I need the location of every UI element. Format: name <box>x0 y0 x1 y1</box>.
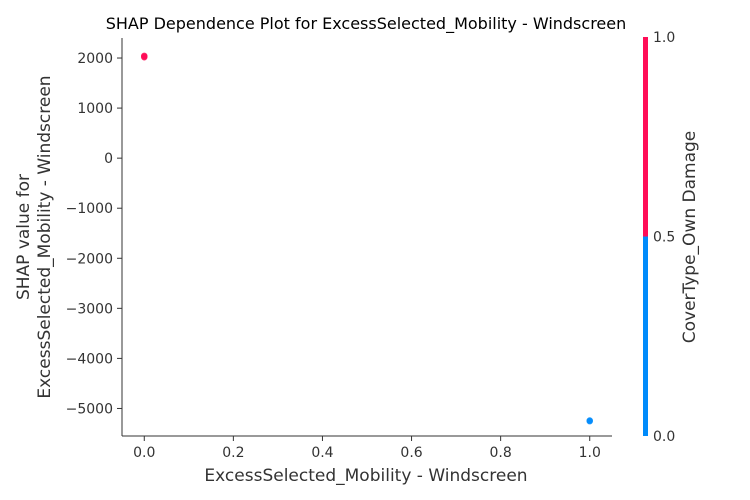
x-tick-label: 1.0 <box>579 445 601 461</box>
y-tick-label: −4000 <box>66 351 113 367</box>
scatter-point <box>586 418 593 425</box>
chart-title: SHAP Dependence Plot for ExcessSelected_… <box>106 14 627 34</box>
y-tick-label: 0 <box>104 151 113 167</box>
y-axis-label-line-1: SHAP value for <box>14 174 34 300</box>
y-tick-label: −5000 <box>66 401 113 417</box>
x-tick-label: 0.4 <box>311 445 333 461</box>
y-tick-label: 1000 <box>77 101 113 117</box>
y-tick-label: −3000 <box>66 301 113 317</box>
x-axis-label: ExcessSelected_Mobility - Windscreen <box>204 466 527 486</box>
colorbar-tick-label: 0.0 <box>653 429 675 445</box>
colorbar-high-segment <box>643 37 648 237</box>
colorbar-label: CoverType_Own Damage <box>680 131 700 344</box>
colorbar: 1.0 0.5 0.0 <box>643 30 675 445</box>
y-axis-label-line-2: ExcessSelected_Mobility - Windscreen <box>35 75 55 398</box>
y-tick-label: 2000 <box>77 51 113 67</box>
colorbar-low-segment <box>643 236 648 436</box>
scatter-point <box>141 54 148 61</box>
x-tick-label: 0.6 <box>400 445 422 461</box>
y-tick-label: −1000 <box>66 201 113 217</box>
y-axis: 2000 1000 0 −1000 −2000 −3000 −4000 −5000 <box>66 38 123 436</box>
colorbar-tick-label: 1.0 <box>653 30 675 46</box>
x-tick-label: 0.8 <box>490 445 512 461</box>
x-tick-label: 0.2 <box>222 445 244 461</box>
scatter-points <box>141 52 593 425</box>
y-axis-label: SHAP value for ExcessSelected_Mobility -… <box>14 75 55 398</box>
x-tick-label: 0.0 <box>133 445 155 461</box>
x-axis: 0.0 0.2 0.4 0.6 0.8 1.0 <box>122 435 612 461</box>
colorbar-tick-label: 0.5 <box>653 230 675 246</box>
y-tick-label: −2000 <box>66 251 113 267</box>
